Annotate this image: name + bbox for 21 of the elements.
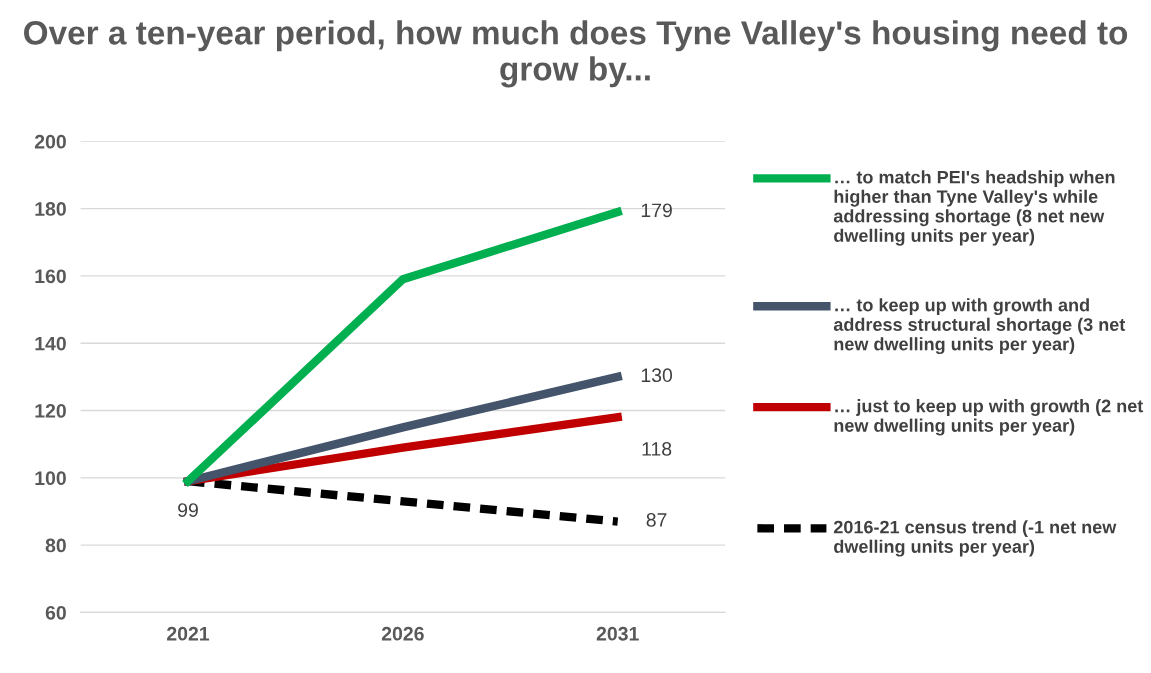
x-tick-label: 2021 [167, 626, 210, 641]
x-tick-label: 2031 [596, 626, 639, 641]
x-tick-label: 2026 [381, 626, 424, 641]
legend-label: … just to keep up with growth (2 net new dwelling units per year) [834, 399, 1144, 436]
data-label: 130 [641, 368, 673, 383]
legend-label: … to match PEI's headship when higher than Tyne Valley's while addressing shortage (8 net new dwelling units per year) [833, 170, 1115, 246]
y-tick-label: 60 [45, 605, 66, 620]
y-tick-label: 200 [34, 134, 66, 149]
y-tick-label: 120 [35, 404, 66, 418]
y-tick-label: 80 [45, 538, 66, 553]
y-tick-label: 100 [35, 471, 66, 486]
chart-title: Over a ten-year period, how much does Tyne Valley's housing need to grow by... [24, 20, 1128, 88]
data-label: 87 [646, 513, 667, 527]
y-tick-label: 160 [35, 269, 66, 284]
legend-label: … to keep up with growth and address structural shortage (3 net new dwelling units per year) [833, 298, 1126, 355]
data-label: 179 [641, 203, 672, 218]
legend-label: 2016-21 census trend (-1 net new dwelling units per year) [833, 520, 1117, 557]
y-tick-label: 140 [35, 336, 66, 351]
data-label: 99 [178, 503, 198, 517]
y-tick-label: 180 [35, 202, 66, 216]
data-label: 118 [642, 442, 672, 456]
